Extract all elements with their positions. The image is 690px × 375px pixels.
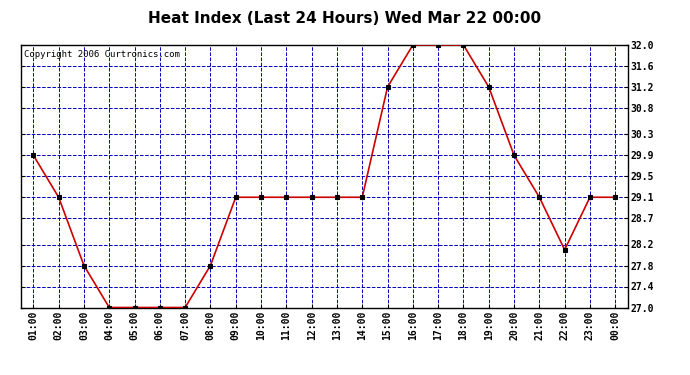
Text: Copyright 2006 Curtronics.com: Copyright 2006 Curtronics.com xyxy=(23,50,179,59)
Text: Heat Index (Last 24 Hours) Wed Mar 22 00:00: Heat Index (Last 24 Hours) Wed Mar 22 00… xyxy=(148,11,542,26)
